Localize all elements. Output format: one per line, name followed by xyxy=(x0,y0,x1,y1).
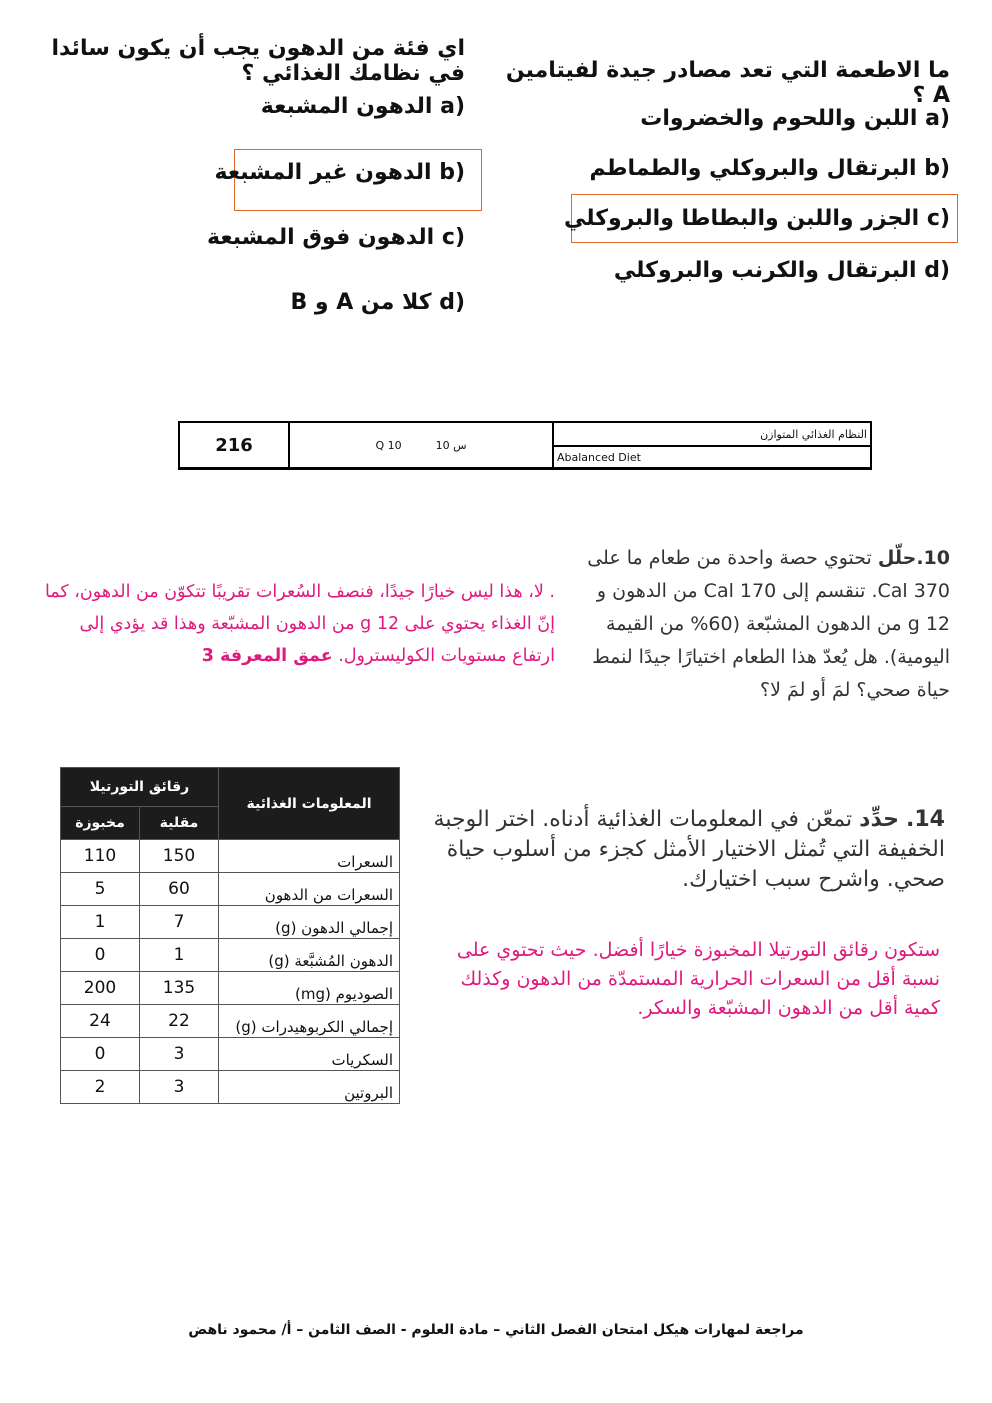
option-text: الجزر واللبن والبطاطا والبروكلي xyxy=(564,206,920,231)
question-14: 14. حدِّد تمعّن في المعلومات الغذائية أد… xyxy=(410,805,945,895)
nutrition-table: رقائق التورتيلا المعلومات الغذائية مخبوزة… xyxy=(60,767,400,1104)
question-vitamin: ما الاطعمة التي تعد مصادر جيدة لفيتامين … xyxy=(505,58,950,108)
table-row: 24 22 إجمالي الكربوهيدرات (g) xyxy=(60,1004,400,1038)
option-a[interactable]: (a اللبن واللحوم والخضروات xyxy=(600,106,950,131)
cell-baked: 0 xyxy=(60,1037,140,1071)
cell-fried: 22 xyxy=(139,1004,219,1038)
table-row: 200 135 الصوديوم (mg) xyxy=(60,971,400,1005)
cell-baked: 1 xyxy=(60,905,140,939)
option-c[interactable]: (c الجزر واللبن والبطاطا والبروكلي xyxy=(564,206,950,231)
option-text: البرتقال والبروكلي والطماطم xyxy=(589,156,917,181)
selected-answer-box xyxy=(571,194,958,243)
option-letter: (a xyxy=(440,94,465,119)
option-text: البرتقال والكرنب والبروكلي xyxy=(613,258,917,283)
question-number: 14. xyxy=(906,807,945,832)
table-row: 1 7 إجمالي الدهون (g) xyxy=(60,905,400,939)
cell-baked: 2 xyxy=(60,1070,140,1104)
footer: مراجعة لمهارات هيكل امتحان الفصل الثاني … xyxy=(188,1322,804,1338)
cell-baked: 5 xyxy=(60,872,140,906)
option-letter: (c xyxy=(926,206,950,231)
cell-label: إجمالي الكربوهيدرات (g) xyxy=(218,1004,400,1038)
option-d[interactable]: (d البرتقال والكرنب والبروكلي xyxy=(600,258,950,283)
section-header-table: 216 Q 10 س 10 النظام الغذائي المتوازن Abal… xyxy=(178,421,872,470)
cell-fried: 3 xyxy=(139,1070,219,1104)
col-baked: مخبوزة xyxy=(60,806,140,840)
cell-baked: 0 xyxy=(60,938,140,972)
cell-label: السعرات من الدهون xyxy=(218,872,400,906)
col-fried: مقلية xyxy=(139,806,219,840)
question-ref-en: Q 10 xyxy=(375,438,402,452)
table-row: 0 3 السكريات xyxy=(60,1037,400,1071)
section-title-ar: النظام الغذائي المتوازن xyxy=(554,423,870,447)
cell-fried: 135 xyxy=(139,971,219,1005)
question-verb: حلّل xyxy=(877,547,917,569)
cell-label: البروتين xyxy=(218,1070,400,1104)
cell-fried: 60 xyxy=(139,872,219,906)
selected-answer-box xyxy=(234,149,482,211)
question-fats: اي فئة من الدهون يجب أن يكون سائدا في نظ… xyxy=(51,36,465,86)
question-verb: حدِّد xyxy=(859,807,900,832)
cell-fried: 150 xyxy=(139,839,219,873)
option-text: اللبن واللحوم والخضروات xyxy=(640,106,918,131)
option-text: الدهون فوق المشبعة xyxy=(207,225,435,250)
option-text: الدهون غير المشبعة xyxy=(214,160,432,185)
answer-text: . لا، هذا ليس خيارًا جيدًا، فنصف السُعرا… xyxy=(44,582,555,666)
page-number: 216 xyxy=(180,423,290,467)
cell-fried: 7 xyxy=(139,905,219,939)
dok-label: عمق المعرفة 3 xyxy=(201,646,333,666)
cell-baked: 110 xyxy=(60,839,140,873)
option-a[interactable]: (a الدهون المشبعة xyxy=(261,94,465,119)
cell-baked: 24 xyxy=(60,1004,140,1038)
question-text: تمعّن في المعلومات الغذائية أدناه. اختر … xyxy=(433,807,945,892)
cell-label: السعرات xyxy=(218,839,400,873)
option-b[interactable]: (b الدهون غير المشبعة xyxy=(214,160,465,185)
question-text: تحتوي حصة واحدة من طعام ما على 370 Cal. … xyxy=(587,547,950,701)
option-letter: (c xyxy=(441,225,465,250)
section-title-en: Abalanced Diet xyxy=(557,450,641,464)
option-letter: (b xyxy=(924,156,950,181)
table-row: 5 60 السعرات من الدهون xyxy=(60,872,400,906)
answer-10: . لا، هذا ليس خيارًا جيدًا، فنصف السُعرا… xyxy=(40,576,555,672)
cell-label: إجمالي الدهون (g) xyxy=(218,905,400,939)
option-letter: (b xyxy=(439,160,465,185)
cell-label: الدهون المُشبَّعة (g) xyxy=(218,938,400,972)
cell-fried: 1 xyxy=(139,938,219,972)
cell-fried: 3 xyxy=(139,1037,219,1071)
option-text: كلا من A و B xyxy=(290,290,432,315)
question-number: 10. xyxy=(916,547,950,569)
question-ref-ar: س 10 xyxy=(435,438,467,452)
table-row: 2 3 البروتين xyxy=(60,1070,400,1104)
option-text: الدهون المشبعة xyxy=(260,94,433,119)
option-letter: (d xyxy=(924,258,950,283)
option-letter: (d xyxy=(439,290,465,315)
group-header: رقائق التورتيلا xyxy=(60,767,219,807)
question-10: 10.حلّل تحتوي حصة واحدة من طعام ما على 3… xyxy=(580,542,950,707)
nutrition-header: المعلومات الغذائية xyxy=(218,767,400,840)
table-row: 0 1 الدهون المُشبَّعة (g) xyxy=(60,938,400,972)
option-d[interactable]: (d كلا من A و B xyxy=(250,290,465,315)
option-c[interactable]: (c الدهون فوق المشبعة xyxy=(207,225,465,250)
cell-baked: 200 xyxy=(60,971,140,1005)
table-row: 110 150 السعرات xyxy=(60,839,400,873)
cell-label: الصوديوم (mg) xyxy=(218,971,400,1005)
question-ref: Q 10 س 10 xyxy=(290,423,554,467)
answer-14: ستكون رقائق التورتيلا المخبوزة خيارًا أف… xyxy=(456,939,940,1019)
option-letter: (a xyxy=(925,106,950,131)
option-b[interactable]: (b البرتقال والبروكلي والطماطم xyxy=(590,156,950,181)
cell-label: السكريات xyxy=(218,1037,400,1071)
